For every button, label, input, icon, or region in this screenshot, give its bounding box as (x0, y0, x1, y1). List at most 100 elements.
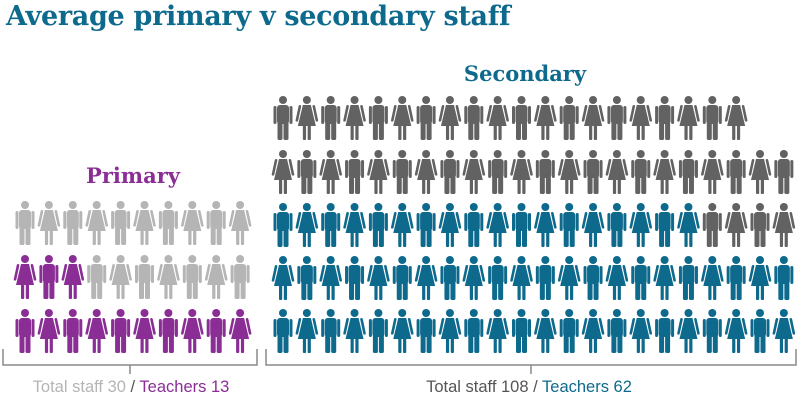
secondary-caption-separator: / (533, 378, 538, 396)
secondary-staff-figure (702, 203, 722, 247)
secondary-staff-figure (605, 150, 629, 194)
primary-staff-figure (15, 201, 35, 245)
primary-staff-figure (182, 255, 202, 299)
secondary-teacher-figure (774, 256, 794, 300)
primary-staff-figure (87, 255, 107, 299)
secondary-staff-figure (486, 96, 509, 140)
primary-caption: Total staff 30 / Teachers 13 (2, 376, 260, 398)
secondary-teacher-figure (343, 203, 366, 247)
secondary-teacher-figure (416, 203, 436, 247)
secondary-staff-figure (534, 96, 557, 140)
secondary-teacher-figure (557, 256, 581, 300)
primary-staff-figure (228, 201, 252, 245)
secondary-staff-figure (345, 150, 365, 194)
secondary-teacher-figure (702, 309, 722, 353)
secondary-staff-figure (726, 150, 746, 194)
secondary-staff-figure (724, 203, 748, 247)
secondary-staff-figure (655, 96, 675, 140)
secondary-staff-figure (748, 150, 772, 194)
primary-staff-figure (204, 255, 228, 299)
secondary-staff-figure (631, 150, 651, 194)
secondary-staff-figure (271, 150, 295, 194)
secondary-staff-figure (343, 96, 366, 140)
secondary-staff-figure (438, 96, 462, 140)
brackets-layer (2, 349, 797, 374)
secondary-teacher-figure (581, 309, 605, 353)
primary-teacher-figure (181, 309, 204, 353)
secondary-teacher-figure (368, 309, 388, 353)
secondary-teacher-figure (607, 203, 627, 247)
secondary-staff-figure (392, 150, 412, 194)
secondary-staff-figure (464, 96, 484, 140)
primary-staff-figure (111, 201, 131, 245)
secondary-staff-figure (629, 96, 653, 140)
secondary-teacher-figure (321, 309, 341, 353)
secondary-teacher-figure (534, 309, 557, 353)
secondary-teacher-figure (343, 309, 366, 353)
secondary-staff-figure (297, 150, 317, 194)
secondary-teacher-figure (438, 203, 462, 247)
primary-bracket (2, 349, 258, 374)
secondary-teacher-figure (678, 256, 698, 300)
secondary-teacher-figure (512, 309, 531, 353)
secondary-teacher-figure (488, 256, 508, 300)
primary-staff-figure (181, 201, 204, 245)
secondary-teacher-figure (559, 203, 579, 247)
secondary-teacher-figure (271, 256, 295, 300)
primary-caption-separator: / (130, 378, 136, 396)
secondary-staff-figure (678, 150, 698, 194)
secondary-teacher-figure (319, 256, 342, 300)
secondary-teacher-figure (464, 203, 484, 247)
secondary-teacher-figure (653, 256, 676, 300)
secondary-staff-figure (462, 150, 486, 194)
secondary-teacher-figure (297, 256, 317, 300)
secondary-teacher-figure (724, 309, 748, 353)
primary-teacher-figure (228, 309, 252, 353)
secondary-teacher-figure (583, 256, 603, 300)
secondary-teacher-figure (607, 309, 627, 353)
secondary-staff-figure (510, 150, 533, 194)
secondary-teacher-figure (390, 203, 414, 247)
secondary-teacher-figure (486, 309, 509, 353)
secondary-teacher-figure (440, 256, 460, 300)
secondary-staff-figure (559, 96, 579, 140)
primary-teacher-figure (111, 309, 131, 353)
secondary-teacher-figure (726, 256, 746, 300)
secondary-staff-figure (774, 150, 794, 194)
primary-staff-figure (230, 255, 250, 299)
secondary-teacher-figure (464, 309, 484, 353)
primary-teacher-figure (13, 255, 37, 299)
secondary-teacher-figure (390, 309, 414, 353)
primary-teacher-figure (158, 309, 178, 353)
primary-staff-figure (157, 255, 180, 299)
primary-total-staff: Total staff 30 (32, 378, 126, 396)
primary-staff-figure (85, 201, 108, 245)
secondary-teacher-figure (534, 203, 557, 247)
primary-teacher-figure (37, 309, 61, 353)
primary-teacher-figure (85, 309, 108, 353)
secondary-staff-figure (653, 150, 676, 194)
primary-teacher-figure (39, 255, 59, 299)
secondary-staff-figure (319, 150, 342, 194)
secondary-teacher-figure (750, 309, 770, 353)
secondary-label: Secondary (463, 61, 587, 86)
primary-staff-figure (37, 201, 61, 245)
secondary-staff-figure (581, 96, 605, 140)
secondary-teacher-figure (295, 203, 319, 247)
secondary-staff-figure (368, 96, 388, 140)
secondary-teacher-figure (273, 309, 293, 353)
secondary-staff-figure (295, 96, 319, 140)
secondary-bracket (265, 349, 797, 374)
primary-teacher-figure (15, 309, 35, 353)
secondary-teacher-figure (677, 309, 700, 353)
primary-teacher-figure (61, 255, 85, 299)
secondary-staff-figure (750, 203, 770, 247)
secondary-staff-figure (724, 96, 748, 140)
secondary-total-staff: Total staff 108 (426, 378, 529, 396)
secondary-teacher-figure (629, 309, 653, 353)
secondary-staff-figure (512, 96, 531, 140)
secondary-teacher-figure (559, 309, 579, 353)
primary-staff-figure (63, 201, 83, 245)
secondary-teacher-figure (631, 256, 651, 300)
secondary-teacher-figure (273, 203, 293, 247)
